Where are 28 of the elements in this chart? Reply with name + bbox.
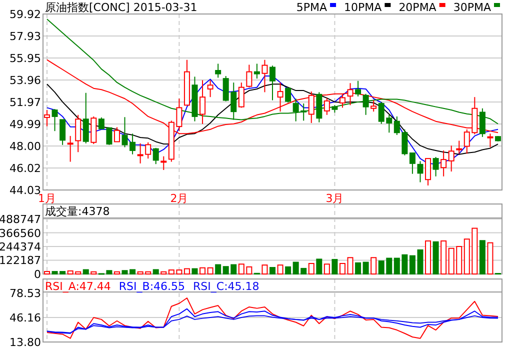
y-tick-label: 55.95 bbox=[10, 52, 41, 65]
x-tick-label: 2月 bbox=[170, 192, 188, 205]
y-tick-label: 244374 bbox=[0, 240, 41, 254]
chart-title: 成交量:4378 bbox=[45, 205, 110, 218]
y-tick-label: 0 bbox=[34, 268, 41, 281]
y-tick-label: 44.03 bbox=[10, 184, 41, 197]
y-tick-label: 122187 bbox=[0, 254, 41, 268]
y-tick-label: 51.97 bbox=[10, 96, 41, 110]
series-label: RSI_B:46.55 bbox=[118, 280, 186, 293]
x-tick-label: 1月 bbox=[38, 192, 56, 205]
text: RSI_A:47.44 bbox=[45, 280, 111, 293]
legend-label: 30PMA bbox=[453, 1, 492, 14]
y-tick-label: 57.93 bbox=[10, 30, 41, 44]
chart-title: 原油指数[CONC] 2015-03-31 bbox=[45, 1, 198, 14]
y-tick-label: 49.99 bbox=[10, 118, 41, 131]
y-tick-label: 46.02 bbox=[10, 162, 41, 175]
y-tick-label: 13.80 bbox=[10, 336, 41, 349]
y-tick-label: 366560 bbox=[0, 226, 41, 240]
x-tick-label: 3月 bbox=[326, 192, 344, 205]
y-tick-label: 59.92 bbox=[10, 8, 41, 21]
legend-label: 20PMA bbox=[398, 1, 437, 14]
y-tick-label: 46.16 bbox=[10, 312, 41, 325]
y-tick-label: 78.53 bbox=[10, 287, 41, 300]
y-tick-label: 48.00 bbox=[10, 140, 41, 154]
y-tick-label: 53.96 bbox=[10, 74, 41, 88]
text: RSI_C:45.18 bbox=[193, 280, 260, 293]
legend-label: 10PMA bbox=[344, 1, 382, 14]
legend-label: 5PMA bbox=[296, 1, 328, 14]
